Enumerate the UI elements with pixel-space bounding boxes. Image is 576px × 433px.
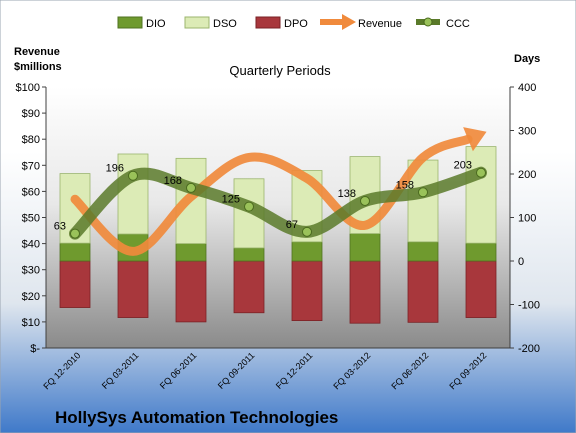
right-axis-tick-label: 400 [518,82,536,94]
left-axis-tick-label: $90 [22,108,40,120]
right-axis-tick-label: 100 [518,213,536,225]
right-axis-tick-label: 200 [518,169,536,181]
legend-label-revenue: Revenue [358,18,402,30]
ccc-data-label: 168 [164,175,182,187]
right-axis-ticks: -200 -100 0 100 200 300 400 [510,82,540,355]
legend-swatch-dio [117,16,143,29]
chart-title: Quarterly Periods [229,63,331,78]
bar-dio [59,242,91,262]
bar-dpo [349,260,381,324]
legend-swatch-dso [184,16,210,29]
ccc-data-label: 63 [54,221,66,233]
ccc-point [70,228,80,239]
right-axis-tick-label: 0 [518,256,524,268]
legend-arrowhead-revenue [342,14,356,30]
left-axis-tick-label: $30 [22,265,40,277]
bar-dpo [407,260,439,323]
ccc-point [302,226,312,237]
left-axis-tick-label: $- [30,343,40,355]
bar-dio [291,241,323,262]
bar-dpo [59,260,91,308]
y-right-axis-label: Days [514,53,540,65]
ccc-data-label: 158 [396,179,414,191]
left-axis-tick-label: $60 [22,186,40,198]
left-axis-tick-label: $100 [16,82,40,94]
bar-dpo [117,260,149,318]
ccc-point [418,187,428,198]
legend-label-dpo: DPO [284,18,308,30]
bar-dpo [465,260,497,318]
right-axis-tick-label: -100 [518,300,540,312]
ccc-data-label: 138 [338,188,356,200]
legend: DIO DSO DPO Revenue CCC [117,14,470,30]
legend-item-dio: DIO [117,16,166,30]
ccc-point [244,201,254,212]
legend-label-dio: DIO [146,18,166,30]
ccc-data-label: 67 [286,219,298,231]
bar-dio [407,241,439,262]
legend-item-revenue: Revenue [320,14,402,30]
left-axis-tick-label: $20 [22,291,40,303]
bar-dso [465,146,497,244]
ccc-data-label: 196 [106,163,124,175]
bar-dpo [233,260,265,314]
ccc-point [186,182,196,193]
bar-dio [465,242,497,262]
legend-item-dso: DSO [184,16,237,30]
legend-item-ccc: CCC [416,17,470,30]
bar-dio [233,247,265,262]
legend-label-ccc: CCC [446,18,470,30]
line-revenue [70,134,473,256]
legend-item-dpo: DPO [255,16,308,30]
left-axis-tick-label: $10 [22,317,40,329]
bar-dpo [291,260,323,321]
right-axis-tick-label: 300 [518,126,536,138]
revenue-arrowhead [463,127,487,152]
legend-label-dso: DSO [213,18,237,30]
footer-title: HollySys Automation Technologies [55,408,338,427]
right-axis-tick-label: -200 [518,343,540,355]
bar-dio [175,243,207,262]
bar-dpo [175,260,207,323]
ccc-data-label: 203 [454,160,472,172]
bar-dio [349,233,381,262]
y-left-axis-label-line1: Revenue [14,46,60,58]
series-lines: 63 196 168 125 67 138 158 203 [54,127,487,256]
ccc-point [128,170,138,181]
left-axis-tick-label: $80 [22,134,40,146]
ccc-data-label: 125 [222,194,240,206]
y-left-axis-label-line2: $millions [14,61,62,73]
ccc-point [476,167,486,178]
left-axis-tick-label: $40 [22,239,40,251]
ccc-point [360,195,370,206]
left-axis-ticks: $- $10 $20 $30 $40 $50 $60 $70 $80 $90 $100 [16,82,46,355]
left-axis-tick-label: $70 [22,160,40,172]
left-axis-tick-label: $50 [22,213,40,225]
legend-swatch-dpo [255,16,281,29]
bar-dso [117,153,149,235]
legend-marker-ccc [423,17,433,27]
